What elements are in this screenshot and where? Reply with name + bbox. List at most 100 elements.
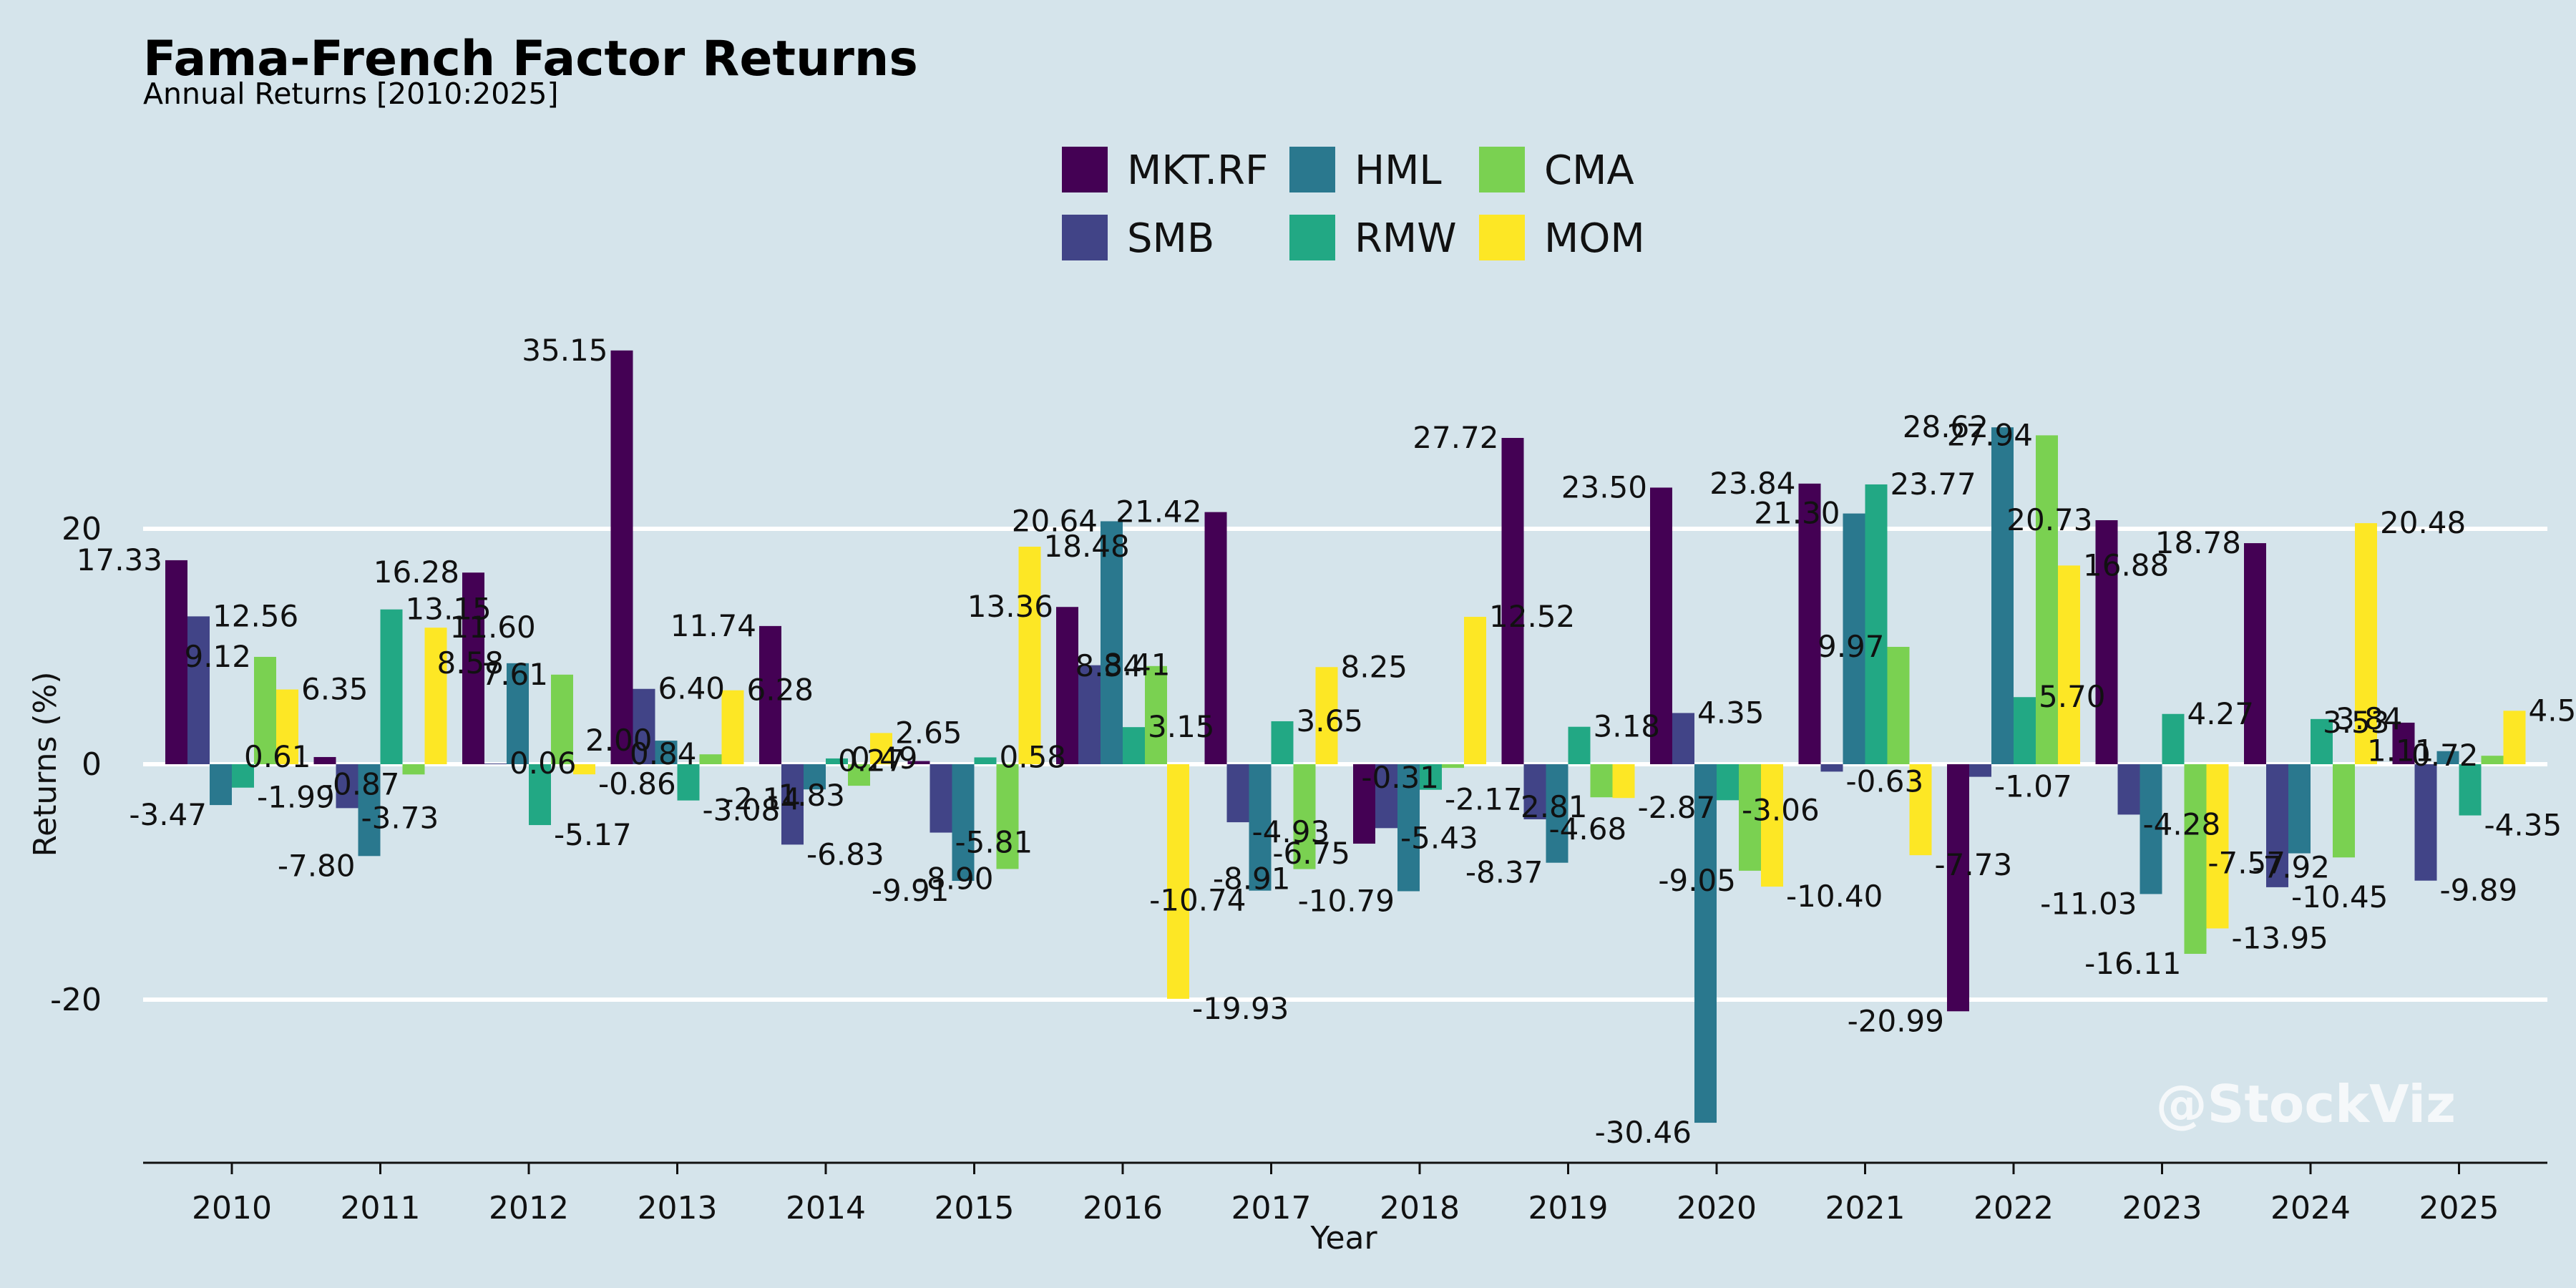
bar-hml-2019	[1546, 764, 1568, 863]
bar-cma-2023	[2184, 764, 2207, 955]
bar-mkt-rf-2024	[2244, 543, 2266, 764]
bar-mkt-rf-2016	[1056, 607, 1078, 764]
data-label: 3.84	[2336, 701, 2403, 736]
bar-hml-2020	[1694, 764, 1717, 1123]
bar-smb-2024	[2266, 764, 2288, 887]
bar-mkt-rf-2023	[2095, 519, 2118, 764]
x-tick-label: 2025	[2419, 1190, 2499, 1226]
bar-smb-2020	[1672, 713, 1694, 764]
legend-item-cma[interactable]: CMA	[1479, 147, 1634, 194]
bar-mom-2016	[1167, 764, 1189, 999]
bar-smb-2015	[930, 764, 952, 833]
x-tick-label: 2021	[1825, 1190, 1906, 1226]
data-label: -11.03	[2040, 886, 2137, 921]
data-label: 0.84	[630, 736, 697, 771]
x-axis: 2010 2011 2012 2013 2014 2015 2016 2017 2018 2019…	[143, 1161, 2547, 1226]
bar-hml-2025	[2436, 751, 2459, 764]
data-label: 4.54	[2529, 693, 2576, 728]
data-label: -5.17	[554, 817, 632, 852]
legend-swatch	[1479, 147, 1525, 192]
x-tick-label: 2018	[1380, 1190, 1460, 1226]
bar-rmw-2020	[1717, 764, 1739, 801]
legend-item-smb[interactable]: SMB	[1062, 215, 1214, 262]
bar-mom-2011	[424, 628, 447, 764]
bar-smb-2022	[1969, 764, 1991, 777]
bar-cma-2019	[1590, 764, 1613, 798]
data-label: -2.14	[723, 781, 801, 816]
bar-mkt-rf-2010	[165, 560, 187, 764]
legend[interactable]: MKT.RF SMB HML RMW CMA MOM	[1062, 147, 1645, 262]
bar-mom-2019	[1612, 764, 1635, 799]
data-label: -6.83	[806, 836, 884, 872]
bar-cma-2020	[1739, 764, 1761, 871]
x-tick-label: 2024	[2270, 1190, 2351, 1226]
bar-mom-2024	[2355, 523, 2377, 764]
bar-rmw-2017	[1271, 721, 1294, 764]
chart-title: Fama-French Factor Returns	[143, 31, 918, 87]
data-label: 3.53	[2323, 705, 2390, 740]
legend-item-mom[interactable]: MOM	[1479, 215, 1645, 262]
legend-label: HML	[1355, 147, 1442, 194]
data-label: 4.35	[1697, 695, 1765, 730]
bar-hml-2010	[210, 764, 232, 806]
bar-hml-2023	[2140, 764, 2162, 894]
data-label: -4.93	[1252, 814, 1330, 849]
data-label: -5.43	[1400, 820, 1478, 855]
bar-rmw-2022	[2014, 697, 2036, 764]
bar-smb-2018	[1375, 764, 1397, 829]
data-label: 0.58	[1000, 739, 1067, 774]
data-label: 2.00	[585, 723, 653, 758]
data-label: -4.68	[1549, 811, 1627, 847]
bar-smb-2017	[1226, 764, 1249, 823]
legend-item-mkt-rf[interactable]: MKT.RF	[1062, 147, 1268, 194]
data-label: -10.45	[2291, 879, 2388, 914]
legend-item-hml[interactable]: HML	[1289, 147, 1442, 194]
bar-cma-2022	[2036, 435, 2058, 764]
bar-hml-2021	[1843, 513, 1865, 764]
data-label: 8.34	[1075, 648, 1142, 683]
data-label: 11.60	[450, 610, 536, 645]
bar-mom-2014	[870, 733, 892, 764]
bar-mom-2021	[1909, 764, 1932, 856]
x-tick-label: 2010	[192, 1190, 272, 1226]
data-label: -0.87	[322, 766, 400, 801]
bar-rmw-2021	[1865, 484, 1888, 764]
bar-smb-2012	[484, 763, 507, 765]
data-label: -8.91	[1213, 862, 1291, 897]
data-label: 6.40	[658, 671, 726, 706]
data-label: -4.28	[2143, 806, 2221, 841]
bar-smb-2025	[2414, 764, 2437, 881]
data-label: 0.72	[2411, 738, 2479, 773]
data-label: -9.91	[872, 873, 950, 908]
bar-rmw-2014	[826, 758, 848, 764]
bar-mkt-rf-2020	[1650, 487, 1672, 764]
data-label: 0.61	[244, 739, 311, 774]
bar-rmw-2018	[1420, 764, 1442, 790]
bar-rmw-2019	[1568, 726, 1591, 764]
bar-mom-2010	[276, 689, 298, 764]
data-label: 7.61	[481, 657, 548, 692]
data-label: 21.42	[1116, 494, 1201, 530]
data-label: 2.65	[895, 715, 962, 750]
bar-hml-2011	[358, 764, 381, 857]
data-label: 0.27	[838, 743, 905, 779]
legend-label: RMW	[1355, 215, 1457, 262]
data-label: -8.90	[916, 861, 994, 896]
data-label: 18.48	[1044, 529, 1130, 564]
data-label: 18.78	[2155, 525, 2241, 560]
x-tick-label: 2015	[935, 1190, 1015, 1226]
bar-cma-2021	[1887, 646, 1910, 764]
data-label: 6.28	[747, 673, 814, 708]
bar-cma-2010	[254, 656, 276, 764]
legend-item-rmw[interactable]: RMW	[1289, 215, 1457, 262]
data-label: -16.11	[2084, 946, 2181, 981]
data-label: -8.37	[1465, 855, 1543, 890]
legend-label: CMA	[1544, 147, 1634, 194]
bar-mkt-rf-2014	[759, 625, 781, 764]
bar-mom-2020	[1761, 764, 1783, 887]
data-label: -2.87	[1638, 790, 1716, 825]
data-label: -10.79	[1298, 883, 1395, 918]
bar-hml-2022	[1991, 427, 2014, 764]
bar-rmw-2015	[974, 757, 997, 764]
